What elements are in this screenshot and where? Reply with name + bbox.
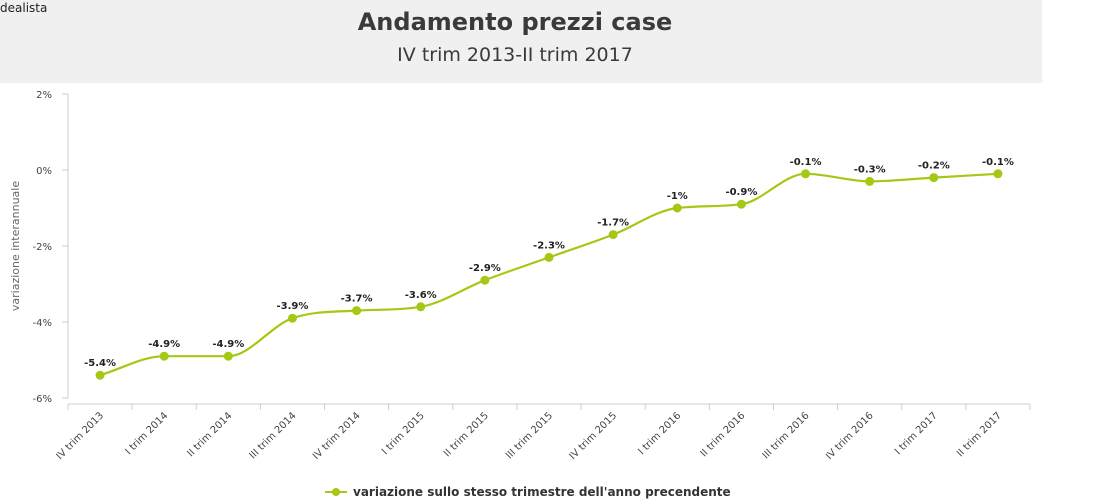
data-point <box>672 203 682 213</box>
x-tick-label: I trim 2016 <box>636 410 683 457</box>
data-label: -4.9% <box>148 339 180 350</box>
x-tick-label: IV trim 2016 <box>824 410 876 462</box>
data-point <box>801 169 811 179</box>
data-label: -2.9% <box>469 263 501 274</box>
x-tick-label: IV trim 2014 <box>311 410 363 462</box>
data-label: -0.1% <box>790 157 822 168</box>
brand-logo-text: dealista <box>0 1 48 15</box>
legend-series-marker <box>325 487 347 497</box>
data-label: -5.4% <box>84 358 116 369</box>
y-tick-label: 0% <box>36 166 52 177</box>
data-point <box>416 302 426 312</box>
data-point <box>223 351 233 361</box>
data-point <box>352 306 362 316</box>
chart-header <box>0 0 1042 83</box>
x-tick-label: IV trim 2015 <box>568 410 620 462</box>
data-label: -0.3% <box>854 164 886 175</box>
data-point <box>736 199 746 209</box>
data-label: -1% <box>667 191 688 202</box>
data-label: -3.6% <box>405 290 437 301</box>
data-point <box>608 230 618 240</box>
data-point <box>865 176 875 186</box>
chart-title: Andamento prezzi case <box>357 8 673 36</box>
legend-series-label: variazione sullo stesso trimestre dell'a… <box>353 485 731 499</box>
data-point <box>993 169 1003 179</box>
y-tick-label: -6% <box>33 394 52 405</box>
data-point <box>95 370 105 380</box>
x-tick-label: II trim 2017 <box>955 410 1004 459</box>
data-point <box>929 173 939 183</box>
x-tick-label: II trim 2016 <box>699 410 748 459</box>
data-label: -0.2% <box>918 161 950 172</box>
data-label: -4.9% <box>212 339 244 350</box>
x-tick-label: I trim 2015 <box>380 410 427 457</box>
data-label: -3.9% <box>277 301 309 312</box>
y-tick-label: -2% <box>33 242 52 253</box>
legend[interactable]: variazione sullo stesso trimestre dell'a… <box>325 485 731 499</box>
x-tick-label: II trim 2014 <box>185 410 234 459</box>
data-label: -0.9% <box>725 187 757 198</box>
x-tick-label: III trim 2014 <box>248 410 299 461</box>
x-tick-label: IV trim 2013 <box>54 410 106 462</box>
x-tick-label: I trim 2017 <box>893 410 940 457</box>
y-tick-label: 2% <box>36 90 52 101</box>
x-tick-label: III trim 2016 <box>761 410 812 461</box>
data-label: -3.7% <box>341 294 373 305</box>
x-tick-label: III trim 2015 <box>504 410 555 461</box>
data-label: -2.3% <box>533 240 565 251</box>
data-point <box>544 252 554 262</box>
data-point <box>159 351 169 361</box>
data-label: -1.7% <box>597 218 629 229</box>
data-point <box>480 275 490 285</box>
x-tick-label: I trim 2014 <box>123 410 170 457</box>
data-point <box>287 313 297 323</box>
data-label: -0.1% <box>982 157 1014 168</box>
y-axis-title: variazione interannuale <box>9 181 22 311</box>
x-tick-label: II trim 2015 <box>442 410 491 459</box>
y-tick-label: -4% <box>33 318 52 329</box>
chart-subtitle: IV trim 2013-II trim 2017 <box>397 44 633 66</box>
